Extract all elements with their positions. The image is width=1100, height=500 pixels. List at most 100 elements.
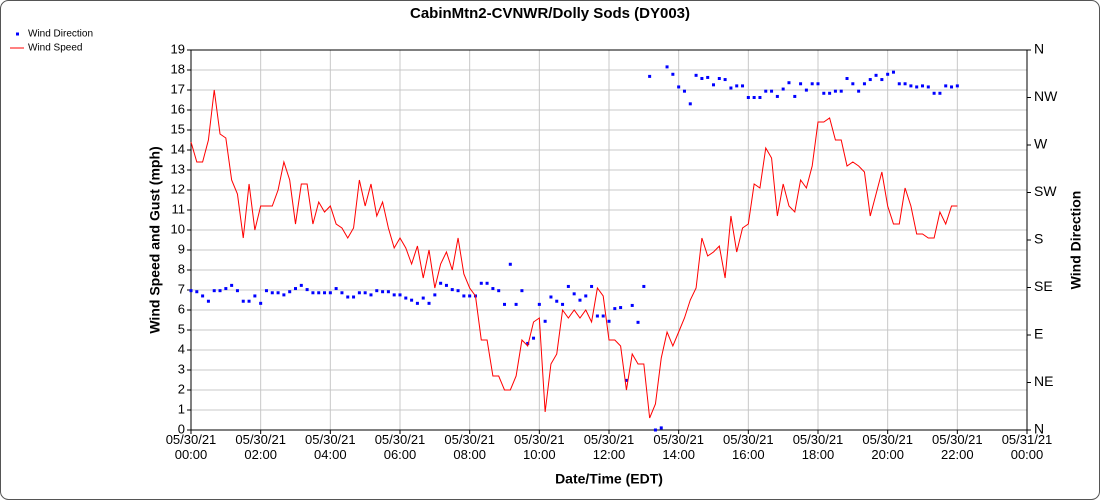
direction-point xyxy=(642,284,646,288)
direction-point xyxy=(921,84,924,88)
direction-point xyxy=(485,281,489,285)
direction-point xyxy=(415,301,419,305)
direction-point xyxy=(468,294,472,298)
direction-point xyxy=(833,89,837,93)
direction-point xyxy=(410,298,414,302)
direction-point xyxy=(566,284,570,288)
x-tick-label: 05/30/21 22:00 xyxy=(932,432,983,462)
x-tick-label: 05/30/21 20:00 xyxy=(862,432,913,462)
x-tick-label: 05/30/21 16:00 xyxy=(723,432,774,462)
y-tick-label: 0 xyxy=(178,421,185,436)
direction-point xyxy=(671,72,675,76)
x-tick-label: 05/30/21 00:00 xyxy=(166,432,217,462)
direction-point xyxy=(294,287,297,291)
direction-point xyxy=(427,301,431,305)
direction-point xyxy=(497,289,501,293)
y-tick-label: 13 xyxy=(171,161,185,176)
direction-point xyxy=(694,73,698,77)
direction-point xyxy=(886,72,890,76)
direction-point xyxy=(346,295,350,299)
direction-point xyxy=(653,428,657,432)
direction-point xyxy=(317,291,321,295)
direction-point xyxy=(212,289,216,293)
direction-point xyxy=(508,262,512,266)
direction-point xyxy=(288,290,292,294)
direction-point xyxy=(868,78,872,82)
direction-point xyxy=(601,314,605,318)
direction-point xyxy=(276,291,280,295)
direction-point xyxy=(381,290,385,294)
direction-point xyxy=(787,81,791,85)
direction-point xyxy=(897,82,901,86)
direction-point xyxy=(828,91,832,95)
y2-tick-label: S xyxy=(1034,231,1043,247)
direction-point xyxy=(880,78,884,82)
y-tick-label: 14 xyxy=(171,141,185,156)
direction-point xyxy=(514,302,518,306)
direction-point xyxy=(195,290,199,294)
direction-point xyxy=(799,82,803,86)
direction-point xyxy=(688,102,692,106)
direction-point xyxy=(363,291,367,295)
direction-point xyxy=(189,289,193,293)
direction-point xyxy=(770,89,774,93)
direction-point xyxy=(723,78,727,82)
direction-point xyxy=(241,299,245,303)
direction-point xyxy=(532,336,536,340)
y-tick-label: 2 xyxy=(178,381,185,396)
y-tick-label: 18 xyxy=(171,61,185,76)
direction-point xyxy=(938,91,942,95)
direction-point xyxy=(369,293,373,297)
direction-point xyxy=(700,77,704,80)
direction-point xyxy=(822,91,826,95)
y-tick-label: 10 xyxy=(171,221,185,236)
direction-point xyxy=(955,84,959,88)
direction-point xyxy=(259,301,263,305)
direction-point xyxy=(503,302,506,306)
direction-point xyxy=(746,96,750,99)
direction-point xyxy=(624,378,628,382)
direction-point xyxy=(851,82,855,86)
direction-point xyxy=(398,293,402,297)
x-axis-label: Date/Time (EDT) xyxy=(555,471,663,487)
legend-marker xyxy=(16,32,19,36)
direction-point xyxy=(775,94,779,98)
direction-point xyxy=(375,289,379,293)
legend-label: Wind Speed xyxy=(28,43,82,54)
y2-tick-label: SE xyxy=(1034,278,1053,294)
direction-point xyxy=(543,319,547,323)
direction-point xyxy=(299,283,303,287)
direction-point xyxy=(520,289,524,293)
direction-point xyxy=(334,287,338,291)
direction-point xyxy=(328,291,332,295)
direction-point xyxy=(636,320,640,324)
direction-point xyxy=(862,82,866,86)
speed-line xyxy=(190,89,958,419)
direction-point xyxy=(932,91,936,95)
y2-axis-label: Wind Direction xyxy=(1068,191,1084,290)
direction-point xyxy=(915,85,919,89)
direction-point xyxy=(590,284,594,288)
direction-point xyxy=(712,83,715,87)
direction-point xyxy=(479,281,483,285)
x-tick-label: 05/30/21 06:00 xyxy=(375,432,426,462)
direction-point xyxy=(357,291,361,295)
direction-point xyxy=(555,299,559,303)
y-tick-label: 15 xyxy=(171,121,185,136)
direction-point xyxy=(613,307,617,311)
direction-point xyxy=(305,288,309,292)
x-tick-label: 05/30/21 02:00 xyxy=(235,432,286,462)
direction-point xyxy=(619,306,623,310)
y-tick-label: 8 xyxy=(178,261,185,276)
direction-point xyxy=(282,293,286,297)
direction-point xyxy=(561,302,565,306)
direction-point xyxy=(909,84,913,88)
direction-point xyxy=(340,291,344,295)
direction-point xyxy=(781,87,785,91)
direction-point xyxy=(874,73,878,77)
y-tick-label: 7 xyxy=(178,281,185,296)
direction-point xyxy=(201,294,205,298)
direction-point xyxy=(450,288,454,292)
direction-point xyxy=(421,296,425,300)
direction-point xyxy=(706,75,710,79)
